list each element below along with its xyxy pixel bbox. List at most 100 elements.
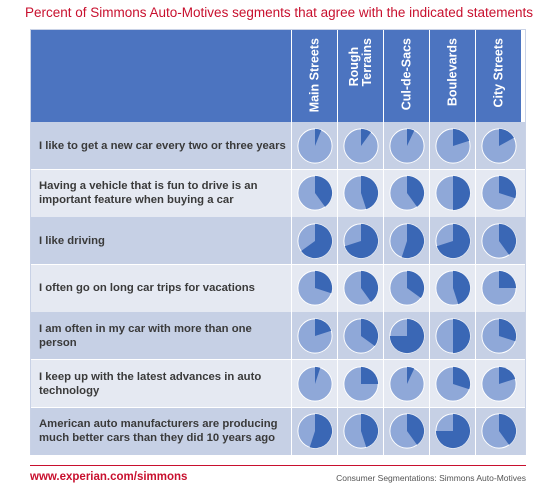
pie-chart: [388, 223, 425, 259]
pie-slice-agree: [498, 366, 515, 384]
pie-chart: [388, 175, 425, 211]
pie-chart: [296, 270, 333, 306]
pie-slice-agree: [406, 366, 414, 384]
table-row: Having a vehicle that is fun to drive is…: [31, 169, 525, 217]
pie-slice-agree: [498, 413, 516, 445]
pie-slice-agree: [314, 175, 332, 207]
pie-chart: [480, 127, 517, 164]
pie-cell: [337, 217, 383, 265]
pie-cell: [383, 264, 429, 312]
pie-slice-agree: [401, 223, 424, 258]
table-row: I like driving: [31, 217, 525, 265]
pie-slice-agree: [452, 128, 469, 146]
pie-cell: [383, 122, 429, 169]
pie-cell: [383, 217, 429, 265]
pie-chart: [388, 127, 425, 164]
pie-cell: [291, 169, 337, 217]
pie-chart: [342, 127, 379, 164]
pie-slice-agree: [498, 128, 514, 146]
pie-slice-agree: [406, 175, 424, 207]
pie-slice-agree: [498, 271, 516, 289]
pie-chart: [434, 270, 471, 306]
table-row: I am often in my car with more than one …: [31, 312, 525, 360]
pie-cell: [291, 217, 337, 265]
pie-cell: [383, 169, 429, 217]
pie-slice-agree: [498, 175, 516, 199]
table-row: I keep up with the latest advances in au…: [31, 360, 525, 407]
pie-slice-agree: [452, 271, 470, 305]
pie-chart: [480, 175, 517, 211]
pie-cell: [429, 264, 475, 312]
pie-chart: [434, 413, 471, 449]
pie-slice-agree: [360, 271, 378, 303]
pie-chart: [342, 365, 379, 402]
pie-chart: [296, 175, 333, 211]
pie-slice-agree: [309, 413, 332, 449]
pie-chart: [480, 413, 517, 449]
pie-chart: [434, 127, 471, 164]
pie-cell: [337, 407, 383, 455]
pie-cell: [291, 122, 337, 169]
pie-chart: [434, 175, 471, 211]
pie-chart: [480, 270, 517, 306]
table-row: American auto manufacturers are producin…: [31, 407, 525, 455]
table-row: I often go on long car trips for vacatio…: [31, 264, 525, 312]
pie-slice-agree: [314, 318, 331, 336]
column-header-rough-terrains: Rough Terrains: [337, 30, 383, 122]
pie-cell: [337, 169, 383, 217]
pie-chart: [480, 318, 517, 354]
pie-cell: [383, 312, 429, 360]
pie-cell: [383, 360, 429, 407]
pie-slice-agree: [452, 366, 470, 389]
statement-label: I like to get a new car every two or thr…: [39, 139, 286, 152]
statement-label: Having a vehicle that is fun to drive is…: [39, 180, 258, 207]
column-header-main-streets: Main Streets: [291, 30, 337, 122]
statement-label: I often go on long car trips for vacatio…: [39, 282, 255, 295]
pie-chart: [388, 365, 425, 402]
pie-slice-agree: [360, 366, 378, 384]
pie-cell: [429, 169, 475, 217]
pie-slice-agree: [436, 223, 470, 258]
pie-slice-agree: [360, 318, 378, 346]
pie-cell: [475, 407, 521, 455]
pie-cell: [475, 312, 521, 360]
pie-chart: [434, 318, 471, 354]
pie-chart: [342, 223, 379, 259]
pie-slice-agree: [406, 128, 414, 146]
pie-chart: [296, 318, 333, 354]
pie-cell: [475, 169, 521, 217]
pie-chart: [342, 318, 379, 354]
pie-cell: [475, 122, 521, 169]
statement-label: I like driving: [39, 234, 105, 247]
pie-cell: [291, 407, 337, 455]
pie-chart: [342, 175, 379, 211]
pie-chart: [388, 270, 425, 306]
statement-label: American auto manufacturers are producin…: [39, 418, 278, 445]
footer-note: Consumer Segmentations: Simmons Auto-Mot…: [336, 473, 526, 483]
pie-slice-agree: [406, 413, 424, 445]
pie-slice-agree: [498, 318, 516, 342]
pie-slice-agree: [360, 128, 371, 146]
footer-url-link[interactable]: www.experian.com/simmons: [30, 471, 188, 483]
pie-cell: [475, 360, 521, 407]
pie-cell: [337, 122, 383, 169]
pie-cell: [291, 264, 337, 312]
column-header-boulevards: Boulevards: [429, 30, 475, 122]
column-header-cul-de-sacs: Cul-de-Sacs: [383, 30, 429, 122]
pie-chart: [388, 413, 425, 449]
pie-slice-agree: [344, 223, 378, 258]
pie-chart: [388, 318, 425, 354]
pie-chart: [480, 365, 517, 402]
pie-cell: [429, 217, 475, 265]
pie-chart: [434, 223, 471, 259]
pie-cell: [429, 312, 475, 360]
pie-slice-agree: [314, 366, 320, 384]
statement-label: I am often in my car with more than one …: [39, 322, 252, 349]
pie-slice-agree: [406, 271, 424, 299]
pie-matrix-table: Main Streets Rough Terrains Cul-de-Sacs …: [30, 29, 526, 455]
pie-chart: [480, 223, 517, 259]
pie-slice-agree: [314, 271, 332, 294]
pie-chart: [342, 270, 379, 306]
statement-label: I keep up with the latest advances in au…: [39, 370, 262, 397]
chart-title: Percent of Simmons Auto-Motives segments…: [24, 5, 533, 20]
